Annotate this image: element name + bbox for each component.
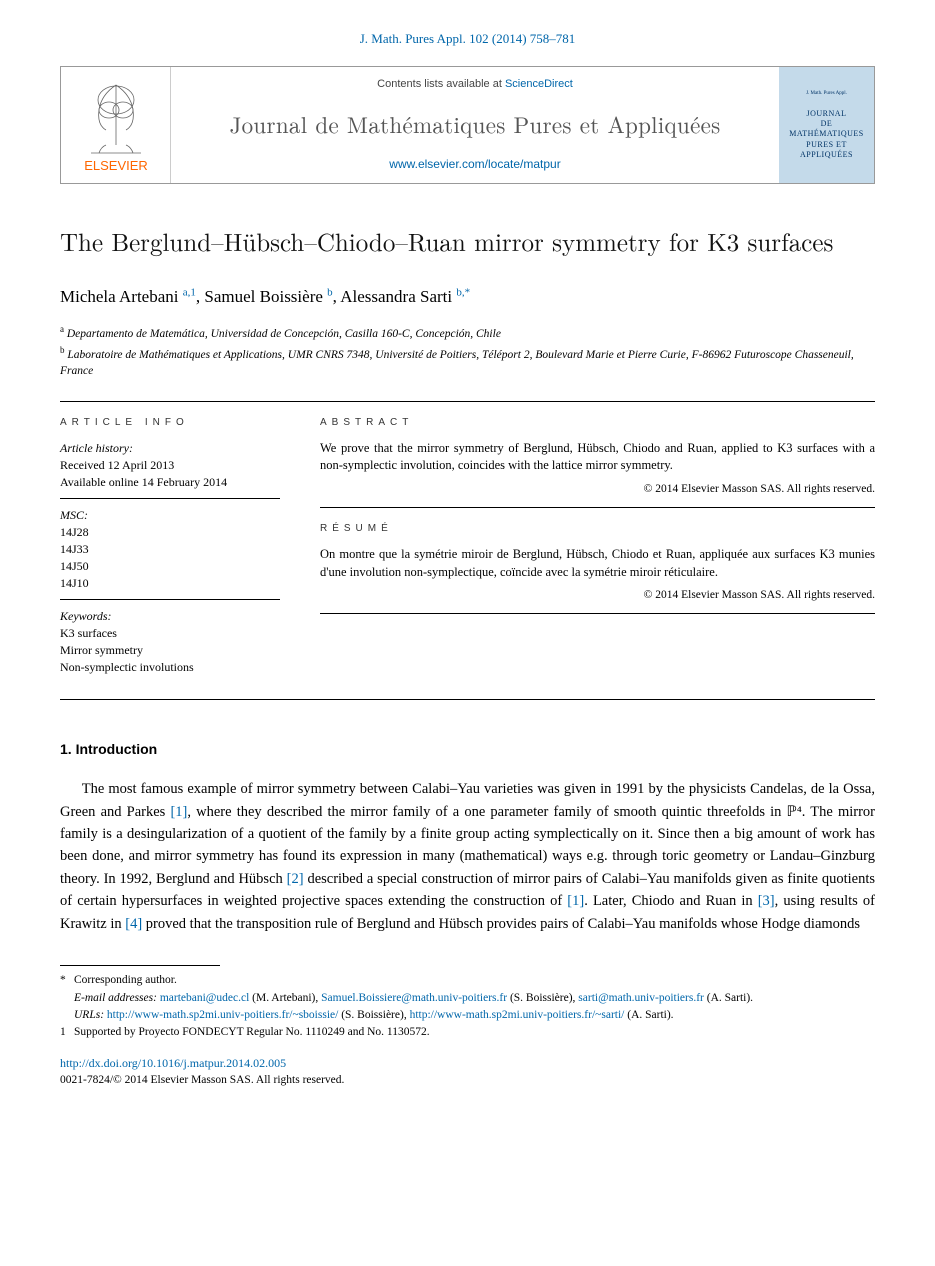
author-3-marks[interactable]: b,* <box>456 287 470 299</box>
sciencedirect-link[interactable]: ScienceDirect <box>505 78 573 90</box>
ref-3[interactable]: [3] <box>758 893 775 909</box>
article-info-sidebar: article info Article history: Received 1… <box>60 416 280 692</box>
abstract-text: We prove that the mirror symmetry of Ber… <box>320 440 875 475</box>
ref-1b[interactable]: [1] <box>567 893 584 909</box>
journal-name: Journal de Mathématiques Pures et Appliq… <box>230 108 721 140</box>
author-1: Michela Artebani a,1 <box>60 287 196 306</box>
abstract-en: abstract We prove that the mirror symmet… <box>320 416 875 508</box>
article-title: The Berglund–Hübsch–Chiodo–Ruan mirror s… <box>60 224 875 259</box>
msc-code: 14J10 <box>60 575 280 592</box>
ref-4[interactable]: [4] <box>125 916 142 932</box>
section-1-heading: 1. Introduction <box>60 740 875 760</box>
ref-1[interactable]: [1] <box>170 804 187 820</box>
doi: http://dx.doi.org/10.1016/j.matpur.2014.… <box>60 1055 875 1072</box>
doi-link[interactable]: http://dx.doi.org/10.1016/j.matpur.2014.… <box>60 1056 286 1070</box>
msc-code: 14J33 <box>60 541 280 558</box>
abstract-heading: abstract <box>320 416 875 430</box>
ref-2[interactable]: [2] <box>287 871 304 887</box>
history-online: Available online 14 February 2014 <box>60 474 280 491</box>
history-heading: Article history: <box>60 440 280 457</box>
keyword: Mirror symmetry <box>60 642 280 659</box>
msc-code: 14J50 <box>60 558 280 575</box>
abstract-fr: résumé On montre que la symétrie miroir … <box>320 522 875 614</box>
email-boissiere[interactable]: Samuel.Boissiere@math.univ-poitiers.fr <box>321 992 507 1004</box>
abstract-copyright: © 2014 Elsevier Masson SAS. All rights r… <box>320 481 875 497</box>
funding-note: 1Supported by Proyecto FONDECYT Regular … <box>60 1024 875 1041</box>
affiliation-b: b Laboratoire de Mathématiques et Applic… <box>60 344 875 379</box>
copyright-line: 0021-7824/© 2014 Elsevier Masson SAS. Al… <box>60 1072 875 1088</box>
author-2: Samuel Boissière b <box>204 287 332 306</box>
author-urls: URLs: http://www-math.sp2mi.univ-poitier… <box>60 1007 875 1024</box>
url-boissiere[interactable]: http://www-math.sp2mi.univ-poitiers.fr/~… <box>107 1009 338 1021</box>
keyword: K3 surfaces <box>60 625 280 642</box>
affiliation-a: a Departamento de Matemática, Universida… <box>60 323 875 342</box>
msc-heading: MSC: <box>60 507 280 524</box>
article-info-row: article info Article history: Received 1… <box>60 416 875 692</box>
intro-paragraph: The most famous example of mirror symmet… <box>60 778 875 935</box>
resume-text: On montre que la symétrie miroir de Berg… <box>320 546 875 581</box>
msc-codes: MSC: 14J28 14J33 14J50 14J10 <box>60 507 280 600</box>
keywords-block: Keywords: K3 surfaces Mirror symmetry No… <box>60 608 280 683</box>
email-artebani[interactable]: martebani@udec.cl <box>160 992 249 1004</box>
resume-heading: résumé <box>320 522 875 536</box>
svg-text:ELSEVIER: ELSEVIER <box>84 158 148 173</box>
author-2-marks[interactable]: b <box>327 287 333 299</box>
article-info-heading: article info <box>60 416 280 430</box>
author-list: Michela Artebani a,1, Samuel Boissière b… <box>60 285 875 309</box>
email-addresses: E-mail addresses: martebani@udec.cl (M. … <box>60 990 875 1007</box>
keywords-heading: Keywords: <box>60 608 280 625</box>
history-received: Received 12 April 2013 <box>60 457 280 474</box>
journal-homepage-link[interactable]: www.elsevier.com/locate/matpur <box>389 157 560 171</box>
journal-citation: J. Math. Pures Appl. 102 (2014) 758–781 <box>60 30 875 48</box>
article-history: Article history: Received 12 April 2013 … <box>60 440 280 499</box>
corresponding-author-note: *Corresponding author. <box>60 972 875 989</box>
msc-code: 14J28 <box>60 524 280 541</box>
keyword: Non-symplectic involutions <box>60 659 280 676</box>
resume-copyright: © 2014 Elsevier Masson SAS. All rights r… <box>320 587 875 603</box>
url-sarti[interactable]: http://www-math.sp2mi.univ-poitiers.fr/~… <box>410 1009 625 1021</box>
divider <box>60 699 875 700</box>
journal-cover-thumbnail[interactable]: J. Math. Pures Appl. JOURNAL DE MATHÉMAT… <box>779 67 874 183</box>
header-center: Contents lists available at ScienceDirec… <box>171 67 779 183</box>
author-3: Alessandra Sarti b,* <box>340 287 470 306</box>
author-1-marks[interactable]: a,1 <box>183 287 196 299</box>
elsevier-tree-icon: ELSEVIER <box>71 75 161 175</box>
email-sarti[interactable]: sarti@math.univ-poitiers.fr <box>578 992 704 1004</box>
cover-tiny-citation: J. Math. Pures Appl. <box>806 90 847 97</box>
abstract-column: abstract We prove that the mirror symmet… <box>320 416 875 692</box>
footnote-divider <box>60 965 220 966</box>
cover-journal-title: JOURNAL DE MATHÉMATIQUES PURES ET APPLIQ… <box>783 109 870 161</box>
divider <box>60 401 875 402</box>
citation-link[interactable]: J. Math. Pures Appl. 102 (2014) 758–781 <box>360 31 576 46</box>
contents-available: Contents lists available at ScienceDirec… <box>377 77 573 92</box>
publisher-logo[interactable]: ELSEVIER <box>61 67 171 183</box>
journal-header: ELSEVIER Contents lists available at Sci… <box>60 66 875 184</box>
